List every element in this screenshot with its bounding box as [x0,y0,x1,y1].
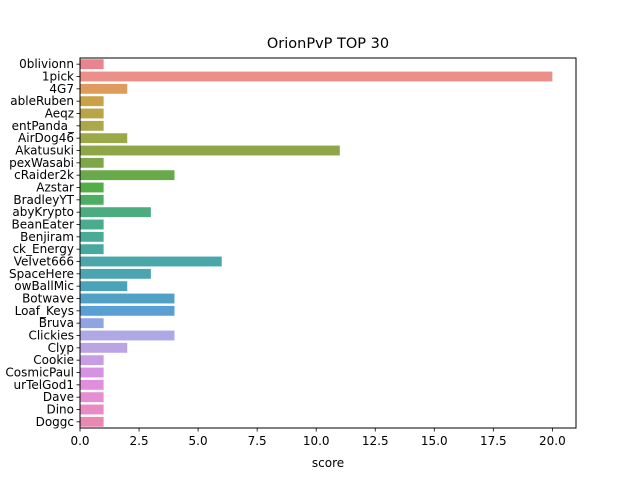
y-tick-label: urTelGod1 [14,378,74,392]
bar-15 [80,244,104,255]
x-tick-label: 7.5 [248,434,267,448]
bar-14 [80,231,104,242]
chart-title: OrionPvP TOP 30 [267,36,389,52]
bar-0 [80,59,104,70]
y-tick-label: 4G7 [49,82,74,96]
y-tick-label: Loaf_Keys [15,304,74,318]
y-tick-label: abyKrypto [12,205,74,219]
x-tick-label: 20.0 [539,434,566,448]
x-tick-label: 10.0 [303,434,330,448]
y-tick-label: Doggc [36,415,74,429]
y-tick-label: ableRuben [10,94,74,108]
y-tick-label: entPanda_ [12,119,75,133]
bar-7 [80,145,340,156]
bar-10 [80,182,104,193]
bar-28 [80,404,104,415]
bar-9 [80,170,175,181]
bars-group [80,59,553,427]
y-tick-label: Dino [46,403,74,417]
plot-frame [79,57,577,429]
bar-4 [80,108,104,119]
bar-6 [80,133,128,144]
y-tick-label: Azstar [36,181,74,195]
y-tick-label: 0blivionn [19,57,74,71]
bar-8 [80,157,104,168]
bar-29 [80,416,104,427]
bar-16 [80,256,222,267]
bar-2 [80,83,128,94]
bar-20 [80,305,175,316]
y-axis-ticks: 0blivionn1pick4G7ableRubenAeqzentPanda_A… [5,57,80,429]
x-tick-label: 2.5 [130,434,149,448]
bar-22 [80,330,175,341]
x-tick-label: 17.5 [480,434,507,448]
y-tick-label: Benjiram [20,230,74,244]
x-axis-ticks: 0.0 2.5 5.0 7.5 10.0 12.5 15.0 17.5 20.0 [70,428,566,448]
bar-1 [80,71,553,82]
y-tick-label: Akatusuki [15,144,74,158]
bar-27 [80,392,104,403]
x-tick-label: 15.0 [421,434,448,448]
x-tick-label: 12.5 [362,434,389,448]
x-axis-label: score [312,456,344,470]
bar-21 [80,318,104,329]
x-tick-label: 5.0 [189,434,208,448]
bar-19 [80,293,175,304]
y-tick-label: Botwave [22,292,74,306]
y-tick-label: CosmicPaul [5,366,74,380]
y-tick-label: BeanEater [11,218,74,232]
bar-3 [80,96,104,107]
bar-26 [80,379,104,390]
y-tick-label: owBallMic [14,279,74,293]
y-tick-label: SpaceHere [9,267,74,281]
y-tick-label: Dave [43,390,74,404]
bar-11 [80,194,104,205]
y-tick-label: Clickies [28,329,74,343]
y-tick-label: pexWasabi [9,156,74,170]
y-tick-label: Bruva [39,316,74,330]
y-tick-label: Cookie [33,353,74,367]
x-tick-label: 0.0 [70,434,89,448]
y-tick-label: VeIvet666 [14,255,74,269]
y-tick-label: 1pick [42,70,74,84]
bar-12 [80,207,151,218]
y-tick-label: cRaider2k [14,168,74,182]
bar-25 [80,367,104,378]
bar-17 [80,268,151,279]
bar-23 [80,342,128,353]
y-tick-label: ck_Energy [12,242,74,256]
bar-24 [80,355,104,366]
y-tick-label: BradleyYT [13,193,74,207]
y-tick-label: Aeqz [45,107,74,121]
y-tick-label: Clyp [48,341,74,355]
bar-5 [80,120,104,131]
y-tick-label: AirDog46 [18,131,74,145]
bar-18 [80,281,128,292]
bar-13 [80,219,104,230]
